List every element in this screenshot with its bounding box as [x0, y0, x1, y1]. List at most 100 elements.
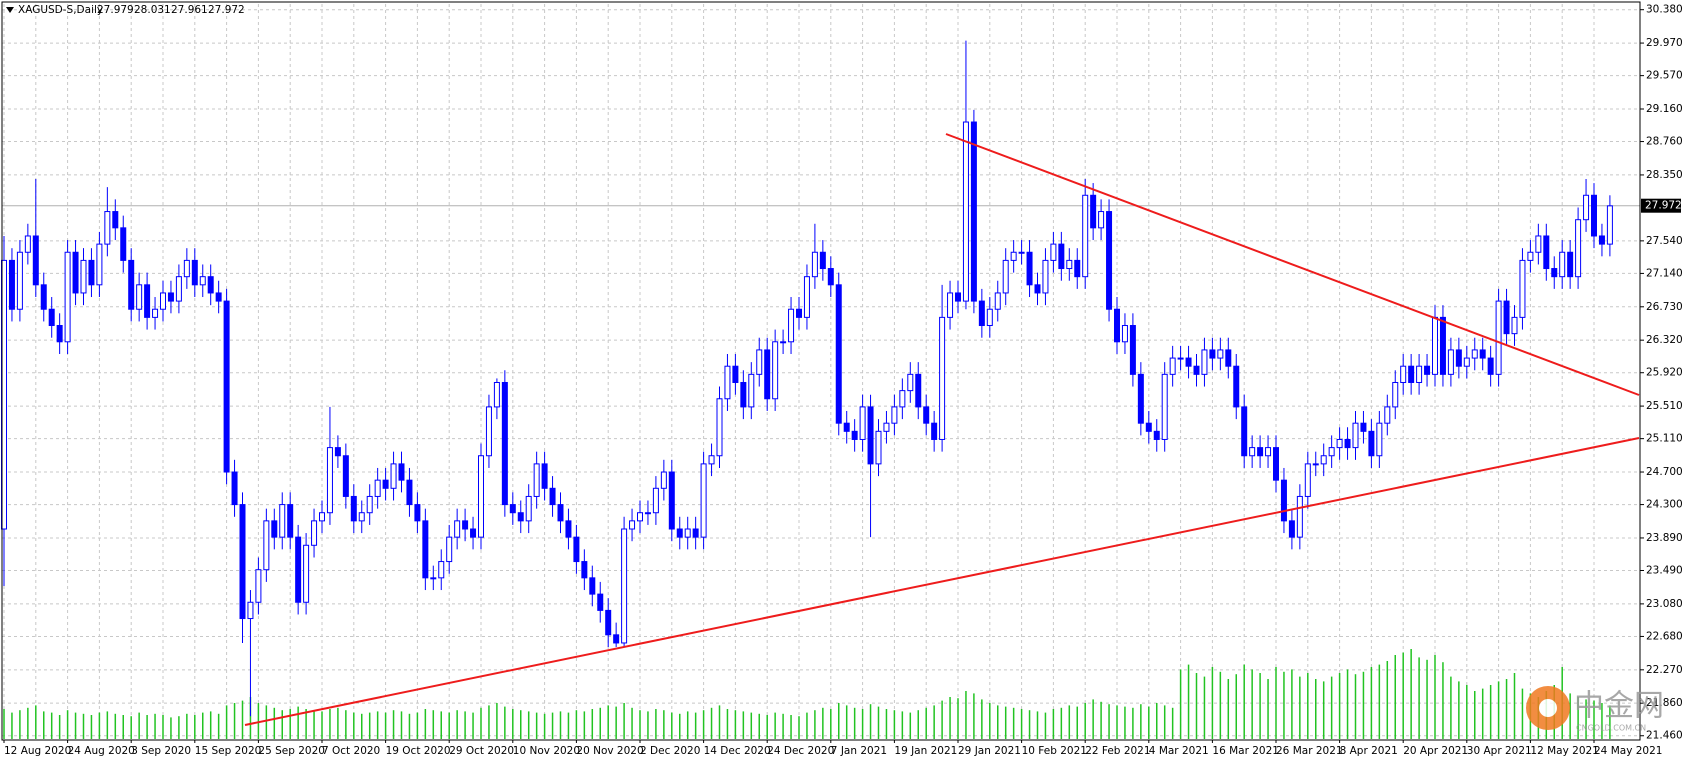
axes: 30.380 29.970 29.570 29.160 28.760 28.350 27.5…	[3, 4, 1683, 757]
watermark: 中金网 CNGOLD.COM.CN	[1526, 686, 1664, 733]
candle-body	[263, 520, 270, 571]
candle-body	[1121, 325, 1128, 343]
candle-body	[1559, 251, 1566, 278]
candle-body	[271, 520, 278, 538]
candle-body	[470, 528, 477, 538]
candle-body	[1606, 205, 1613, 245]
candle-body	[1280, 479, 1287, 522]
y-tick-label: 23.490	[1646, 565, 1683, 577]
candle-body	[875, 430, 882, 465]
candle-body	[859, 406, 866, 440]
candle-body	[1392, 381, 1399, 408]
candle-body	[1296, 495, 1303, 538]
candle-body	[311, 520, 318, 546]
candle-body	[1026, 251, 1033, 286]
candle-body	[1575, 219, 1582, 278]
candle-body	[597, 593, 604, 611]
watermark-logo-inner	[1539, 699, 1557, 717]
candle-body	[581, 561, 588, 579]
candle-body	[1225, 349, 1232, 367]
candle-body	[629, 520, 636, 530]
y-tick-label: 23.080	[1646, 598, 1683, 610]
candle-body	[88, 259, 95, 286]
candle-body	[939, 316, 946, 440]
candle-body	[183, 259, 190, 278]
candle-body	[1551, 268, 1558, 278]
candle-body	[1074, 259, 1081, 278]
trend-line-lower	[244, 437, 1640, 726]
candle-body	[803, 276, 810, 318]
candle-body	[1304, 463, 1311, 497]
header-high: 28.031	[134, 4, 171, 16]
candle-body	[1209, 349, 1216, 359]
y-tick-label: 22.680	[1646, 630, 1683, 642]
candle-body	[1249, 447, 1256, 457]
candle-body	[1050, 243, 1057, 261]
candle-body	[1217, 349, 1224, 359]
last-price-box	[1641, 198, 1681, 213]
candle-body	[724, 365, 731, 400]
candle-body	[1058, 243, 1065, 270]
candle-body	[1368, 430, 1375, 457]
x-tick-label: 30 Apr 2021	[1467, 745, 1532, 757]
header: XAGUSD-S,Daily 27.979 28.031 27.961 27.9…	[6, 4, 245, 16]
x-tick-label: 25 Sep 2020	[258, 745, 325, 757]
y-tick-label: 23.890	[1646, 532, 1683, 544]
candle-body	[430, 577, 437, 580]
candle-body	[867, 406, 874, 465]
x-tick-label: 10 Feb 2021	[1022, 745, 1087, 757]
chart-title: XAGUSD-S,Daily	[18, 4, 103, 16]
candle-body	[899, 390, 906, 408]
candle-body	[1137, 373, 1144, 424]
candle-body	[223, 300, 230, 473]
candle-body	[668, 471, 675, 530]
candle-body	[350, 495, 357, 522]
candle-body	[1591, 194, 1597, 237]
candle-body	[406, 479, 413, 506]
candle-body	[955, 292, 961, 302]
candle-body	[1129, 325, 1136, 375]
y-tick-label: 26.730	[1646, 301, 1683, 313]
candle-body	[1519, 259, 1526, 318]
candle-body	[843, 422, 850, 432]
candle-body	[533, 463, 540, 497]
candle-body	[589, 577, 596, 595]
y-tick-label: 22.270	[1646, 664, 1683, 676]
candle-body	[1312, 463, 1319, 466]
candle-body	[835, 284, 842, 424]
candle-body	[1455, 349, 1462, 367]
y-tick-label: 24.300	[1646, 499, 1683, 511]
candle-body	[96, 243, 103, 286]
candle-body	[342, 455, 349, 497]
candle-body	[446, 536, 453, 563]
candle-body	[732, 365, 739, 383]
candle-body	[525, 495, 532, 522]
x-tick-label: 4 Mar 2021	[1149, 745, 1209, 757]
candle-body	[573, 536, 580, 563]
candle-body	[644, 512, 651, 515]
candle-body	[1336, 438, 1343, 449]
candle-body	[1400, 365, 1407, 383]
x-tick-label: 2 Dec 2020	[640, 745, 700, 757]
x-tick-label: 24 May 2021	[1594, 745, 1662, 757]
candle-body	[756, 349, 763, 375]
x-tick-label: 3 Sep 2020	[131, 745, 191, 757]
last-price-label: 27.972	[1645, 200, 1682, 212]
candle-body	[8, 259, 15, 310]
candle-body	[772, 341, 779, 400]
x-tick-label: 15 Sep 2020	[195, 745, 262, 757]
candle-body	[326, 447, 333, 514]
y-tick-label: 25.510	[1646, 400, 1683, 412]
candle-body	[128, 259, 135, 310]
candle-body	[1185, 357, 1192, 367]
candle-body	[1273, 447, 1279, 481]
candle-body	[72, 251, 79, 294]
candle-body	[811, 251, 818, 278]
candle-body	[1487, 357, 1494, 375]
y-tick-label: 28.350	[1646, 169, 1683, 181]
x-tick-label: 19 Oct 2020	[386, 745, 451, 757]
candle-body	[16, 251, 23, 310]
candle-body	[398, 463, 405, 481]
candle-body	[652, 487, 659, 514]
candle-body	[319, 512, 325, 522]
